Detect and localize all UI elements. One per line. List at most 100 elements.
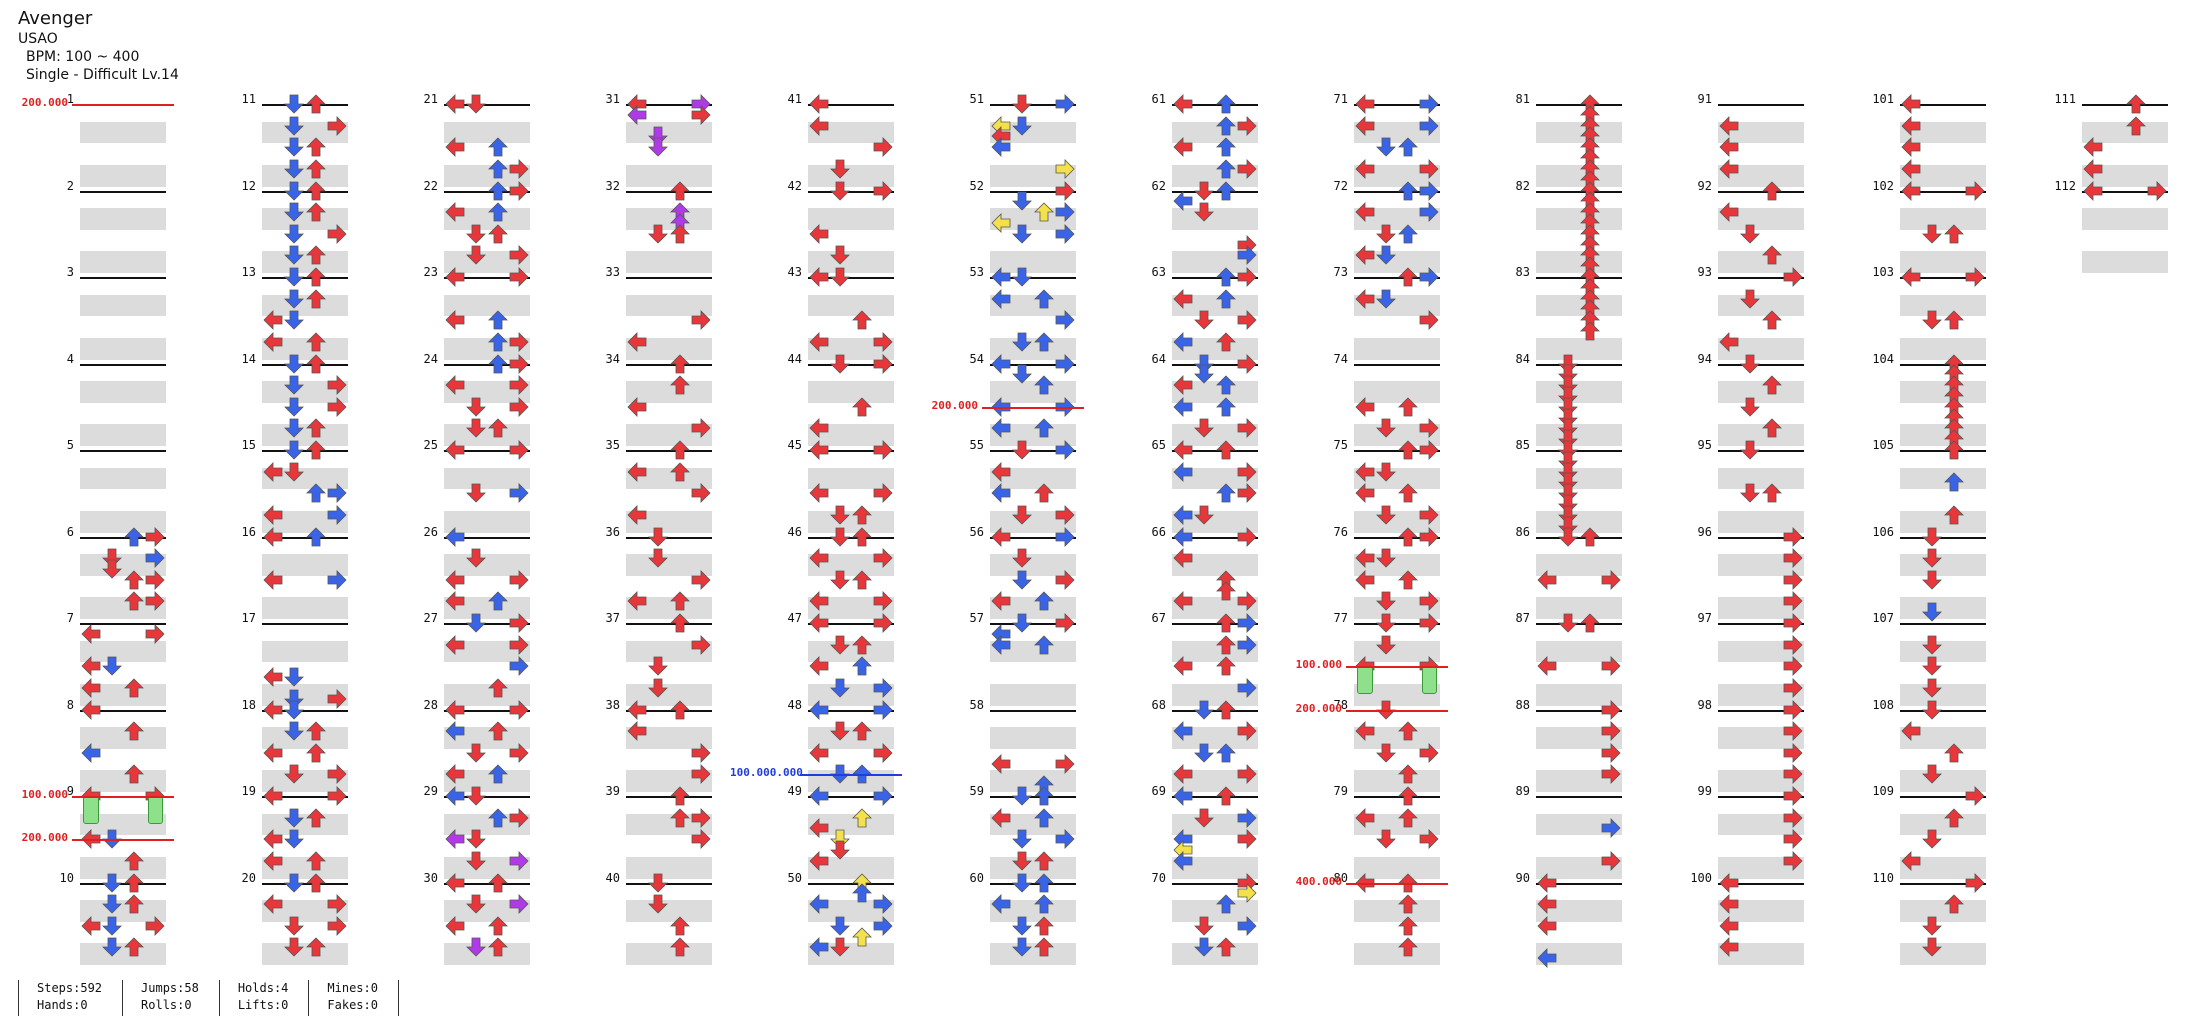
arrow-left-icon [263, 331, 283, 352]
measure-number: 99 [1697, 784, 1712, 798]
arrow-down-icon [1376, 548, 1397, 568]
arrow-down-icon [284, 418, 305, 438]
arrow-down-icon [284, 289, 305, 309]
measure-number: 4 [66, 351, 74, 366]
arrow-right-icon [1419, 202, 1439, 223]
beat-band [1900, 813, 1986, 836]
beat-band [1718, 640, 1804, 663]
arrow-down-icon [1376, 224, 1397, 244]
arrow-right-icon [145, 623, 165, 644]
arrow-right-icon [327, 375, 347, 396]
beat-band [990, 727, 1076, 749]
arrow-right-icon [873, 353, 893, 374]
arrow-down-icon [1194, 310, 1215, 330]
arrow-right-icon [327, 786, 347, 806]
arrow-left-icon [445, 634, 465, 655]
arrow-left-icon [809, 223, 829, 244]
arrow-up-icon [305, 743, 326, 763]
beat-band [626, 467, 712, 490]
arrow-right-icon [509, 699, 529, 720]
beat-band [1536, 727, 1622, 749]
beat-band [626, 813, 712, 836]
beat-band [626, 121, 712, 144]
measure-line [80, 882, 166, 885]
arrow-down-icon [1376, 245, 1397, 265]
arrow-right-icon [1055, 440, 1075, 460]
beat-band [990, 208, 1076, 230]
arrow-left-icon [627, 396, 647, 417]
measure-line [990, 536, 1076, 539]
arrow-left-icon [1537, 569, 1557, 590]
beat-band [626, 597, 712, 619]
arrow-right-icon [1783, 569, 1803, 590]
measure-line [1718, 190, 1804, 193]
beat-band [1900, 251, 1986, 273]
arrow-left-icon [1173, 721, 1193, 742]
beat-band [1900, 467, 1986, 490]
measure-number: 108 [1872, 697, 1894, 712]
beat-band [1354, 337, 1440, 360]
beat-band [1718, 208, 1804, 230]
arrow-up-icon [1215, 613, 1236, 633]
arrow-up-icon [669, 937, 690, 957]
arrow-up-icon [487, 224, 508, 244]
arrow-left-icon [1355, 807, 1375, 828]
arrow-left-icon [809, 786, 829, 806]
arrow-down-icon [284, 700, 305, 720]
beat-band [1354, 121, 1440, 144]
arrow-right-icon [1055, 504, 1075, 525]
measure-number: 101 [1872, 92, 1894, 106]
measure-line [1900, 882, 1986, 885]
measure-number: 6 [66, 524, 74, 539]
measure-number: 72 [1333, 178, 1348, 193]
arrow-up-icon [305, 937, 326, 957]
beat-band [1718, 164, 1804, 187]
arrow-left-icon [1173, 850, 1193, 871]
arrow-right-icon [327, 396, 347, 417]
arrow-up-icon [669, 786, 690, 806]
beat-band [1354, 294, 1440, 317]
arrow-down-icon [1922, 916, 1943, 936]
measure-number: 107 [1872, 611, 1894, 625]
beat-band [808, 424, 894, 446]
arrow-down-icon [648, 656, 669, 676]
measure-number: 53 [969, 265, 984, 279]
beat-band [990, 510, 1076, 533]
measure-number: 93 [1697, 265, 1712, 279]
beat-band [1900, 597, 1986, 619]
arrow-right-icon [1783, 677, 1803, 698]
arrow-up-icon [1033, 937, 1054, 957]
measure-number: 29 [423, 784, 438, 798]
arrow-down-icon [1012, 873, 1033, 893]
arrow-up-icon [1215, 440, 1236, 460]
arrow-down-icon [830, 721, 851, 741]
measure-line [80, 450, 166, 452]
beat-band [1536, 424, 1622, 446]
arrow-left-icon [1355, 548, 1375, 569]
arrow-down-icon [1012, 267, 1033, 287]
measure-line [1172, 190, 1258, 193]
measure-number: 102 [1872, 178, 1894, 193]
arrow-up-icon [1215, 580, 1236, 600]
beat-band [262, 943, 348, 965]
arrow-up-icon [1761, 245, 1782, 265]
arrow-down-icon [466, 224, 487, 244]
beat-band [1718, 121, 1804, 144]
arrow-up-icon [1397, 483, 1418, 503]
beat-band [262, 727, 348, 749]
measure-line [80, 709, 166, 712]
beat-band [990, 164, 1076, 187]
arrow-up-icon [305, 526, 326, 546]
arrow-left-icon [81, 677, 101, 698]
measure-line [626, 796, 712, 798]
arrow-left-icon [263, 699, 283, 720]
arrow-down-icon [1922, 656, 1943, 676]
beat-band [1536, 900, 1622, 922]
arrow-up-icon [487, 418, 508, 438]
beat-band [444, 424, 530, 446]
beat-band [1536, 121, 1622, 144]
arrow-left-icon [263, 786, 283, 806]
arrow-up-icon [669, 462, 690, 482]
beat-band [444, 294, 530, 317]
beat-band [1900, 900, 1986, 922]
